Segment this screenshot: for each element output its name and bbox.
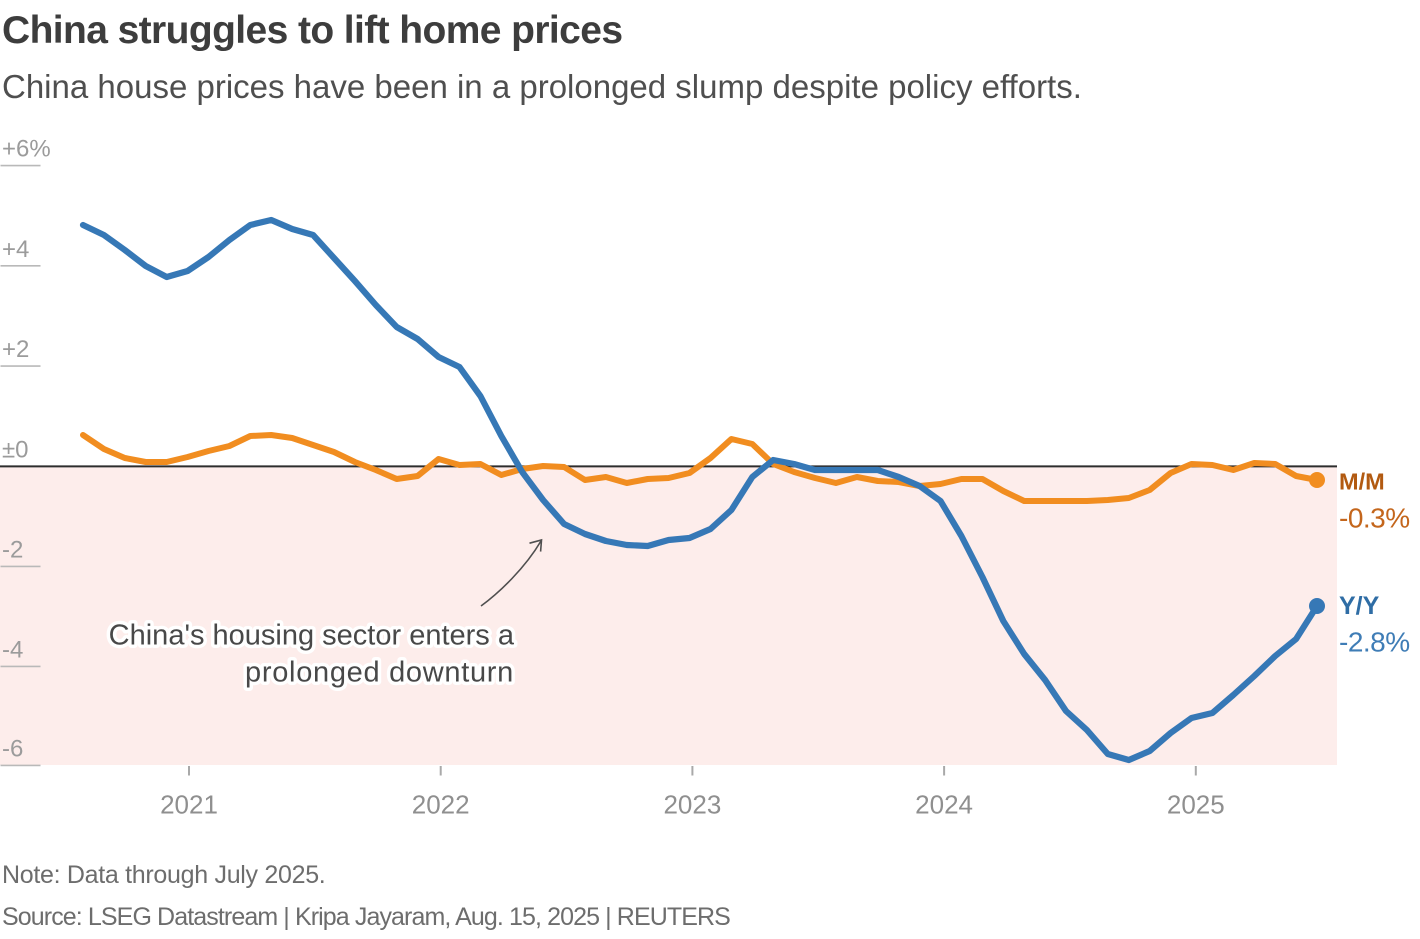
svg-text:M/M: M/M xyxy=(1339,469,1385,495)
svg-text:China's housing sector enters: China's housing sector enters a xyxy=(109,620,515,652)
svg-text:+6%: +6% xyxy=(2,136,51,163)
svg-text:2023: 2023 xyxy=(663,790,721,820)
svg-text:-2.8%: -2.8% xyxy=(1339,627,1410,658)
svg-text:+2: +2 xyxy=(2,336,29,363)
svg-text:2025: 2025 xyxy=(1167,790,1225,820)
svg-text:2021: 2021 xyxy=(160,790,218,820)
svg-text:prolonged downturn: prolonged downturn xyxy=(245,656,514,688)
svg-text:Y/Y: Y/Y xyxy=(1339,592,1380,620)
svg-text:2022: 2022 xyxy=(412,790,470,820)
svg-text:Note: Data through July 2025.: Note: Data through July 2025. xyxy=(2,861,325,889)
svg-text:Source: LSEG Datastream | Krip: Source: LSEG Datastream | Kripa Jayaram,… xyxy=(2,903,730,931)
svg-text:-2: -2 xyxy=(2,536,23,563)
svg-text:±0: ±0 xyxy=(2,436,29,463)
svg-text:2024: 2024 xyxy=(915,790,973,820)
svg-text:China house prices have been i: China house prices have been in a prolon… xyxy=(2,68,1082,105)
svg-text:-4: -4 xyxy=(2,636,23,663)
svg-text:China struggles to lift home p: China struggles to lift home prices xyxy=(2,9,622,52)
svg-text:+4: +4 xyxy=(2,236,29,263)
svg-text:-0.3%: -0.3% xyxy=(1339,503,1410,534)
svg-text:-6: -6 xyxy=(2,735,23,762)
